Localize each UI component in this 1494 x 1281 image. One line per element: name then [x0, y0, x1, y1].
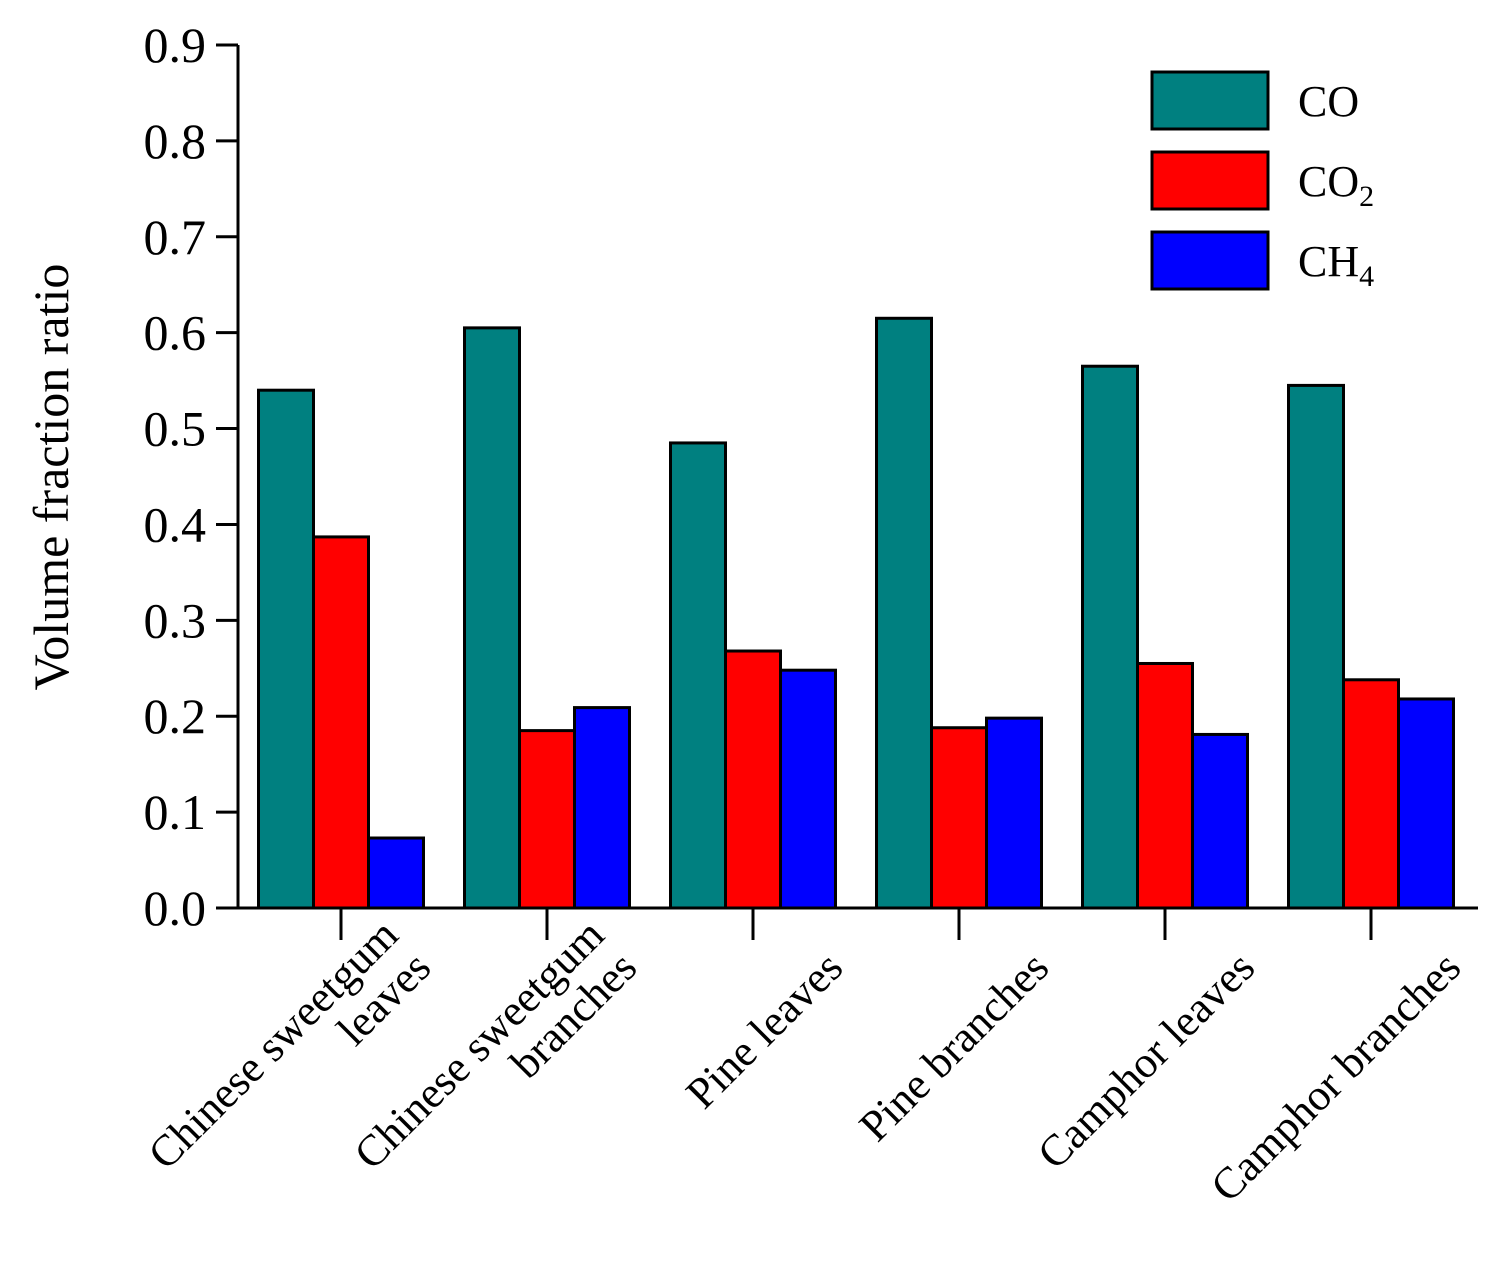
bar-ch4-4 [985, 716, 1043, 910]
bar-co-6 [1287, 383, 1345, 910]
y-ticks-group: 0.0 0.1 0.2 0.3 0.4 0.5 0.6 0.7 0.8 0.9 [144, 17, 1373, 940]
bar-ch4-2 [573, 706, 631, 910]
y-tick-label: 0.7 [144, 209, 207, 265]
axes-group [236, 45, 1478, 910]
bars-group [257, 316, 1455, 910]
bar-co-1 [257, 388, 315, 910]
y-tick-label: 0.9 [144, 17, 207, 73]
y-tick-label: 0.0 [144, 880, 207, 936]
y-axis-label: Volume fraction ratio [23, 264, 79, 691]
category-label: Pine leaves [677, 942, 852, 1117]
bar-co2-3 [724, 649, 782, 910]
y-tick-label: 0.5 [144, 401, 207, 457]
bar-ch4-6 [1397, 697, 1455, 910]
bar-ch4-3 [779, 668, 837, 910]
bar-co-4 [875, 316, 933, 910]
legend-label-co2: CO2 [1298, 157, 1374, 213]
bar-co2-4 [930, 726, 988, 910]
legend-label-ch4: CH4 [1298, 237, 1374, 293]
bar-co-5 [1081, 364, 1139, 910]
legend-swatch-ch4 [1150, 230, 1270, 291]
bar-co2-2 [518, 729, 576, 910]
bar-co2-1 [312, 535, 370, 910]
y-tick-label: 0.4 [144, 496, 207, 552]
legend-swatch-co [1150, 70, 1270, 131]
legend-label-co: CO [1298, 77, 1359, 126]
legend: CO CO2 CH4 [1150, 70, 1374, 293]
bar-ch4-5 [1191, 732, 1249, 910]
y-tick-label: 0.6 [144, 305, 207, 361]
category-label: Camphor leaves [1028, 942, 1264, 1178]
bar-co-3 [669, 441, 727, 910]
category-label: Chinese sweetgumleaves [139, 910, 440, 1211]
bar-co2-6 [1342, 678, 1400, 910]
y-tick-label: 0.1 [144, 784, 207, 840]
y-tick-label: 0.8 [144, 113, 207, 169]
category-label: Pine branches [850, 942, 1058, 1150]
bar-co-2 [463, 326, 521, 910]
legend-swatch-co2 [1150, 150, 1270, 211]
y-tick-label: 0.2 [144, 688, 207, 744]
y-tick-label: 0.3 [144, 592, 207, 648]
bar-ch4-1 [367, 836, 425, 910]
bar-co2-5 [1136, 661, 1194, 910]
